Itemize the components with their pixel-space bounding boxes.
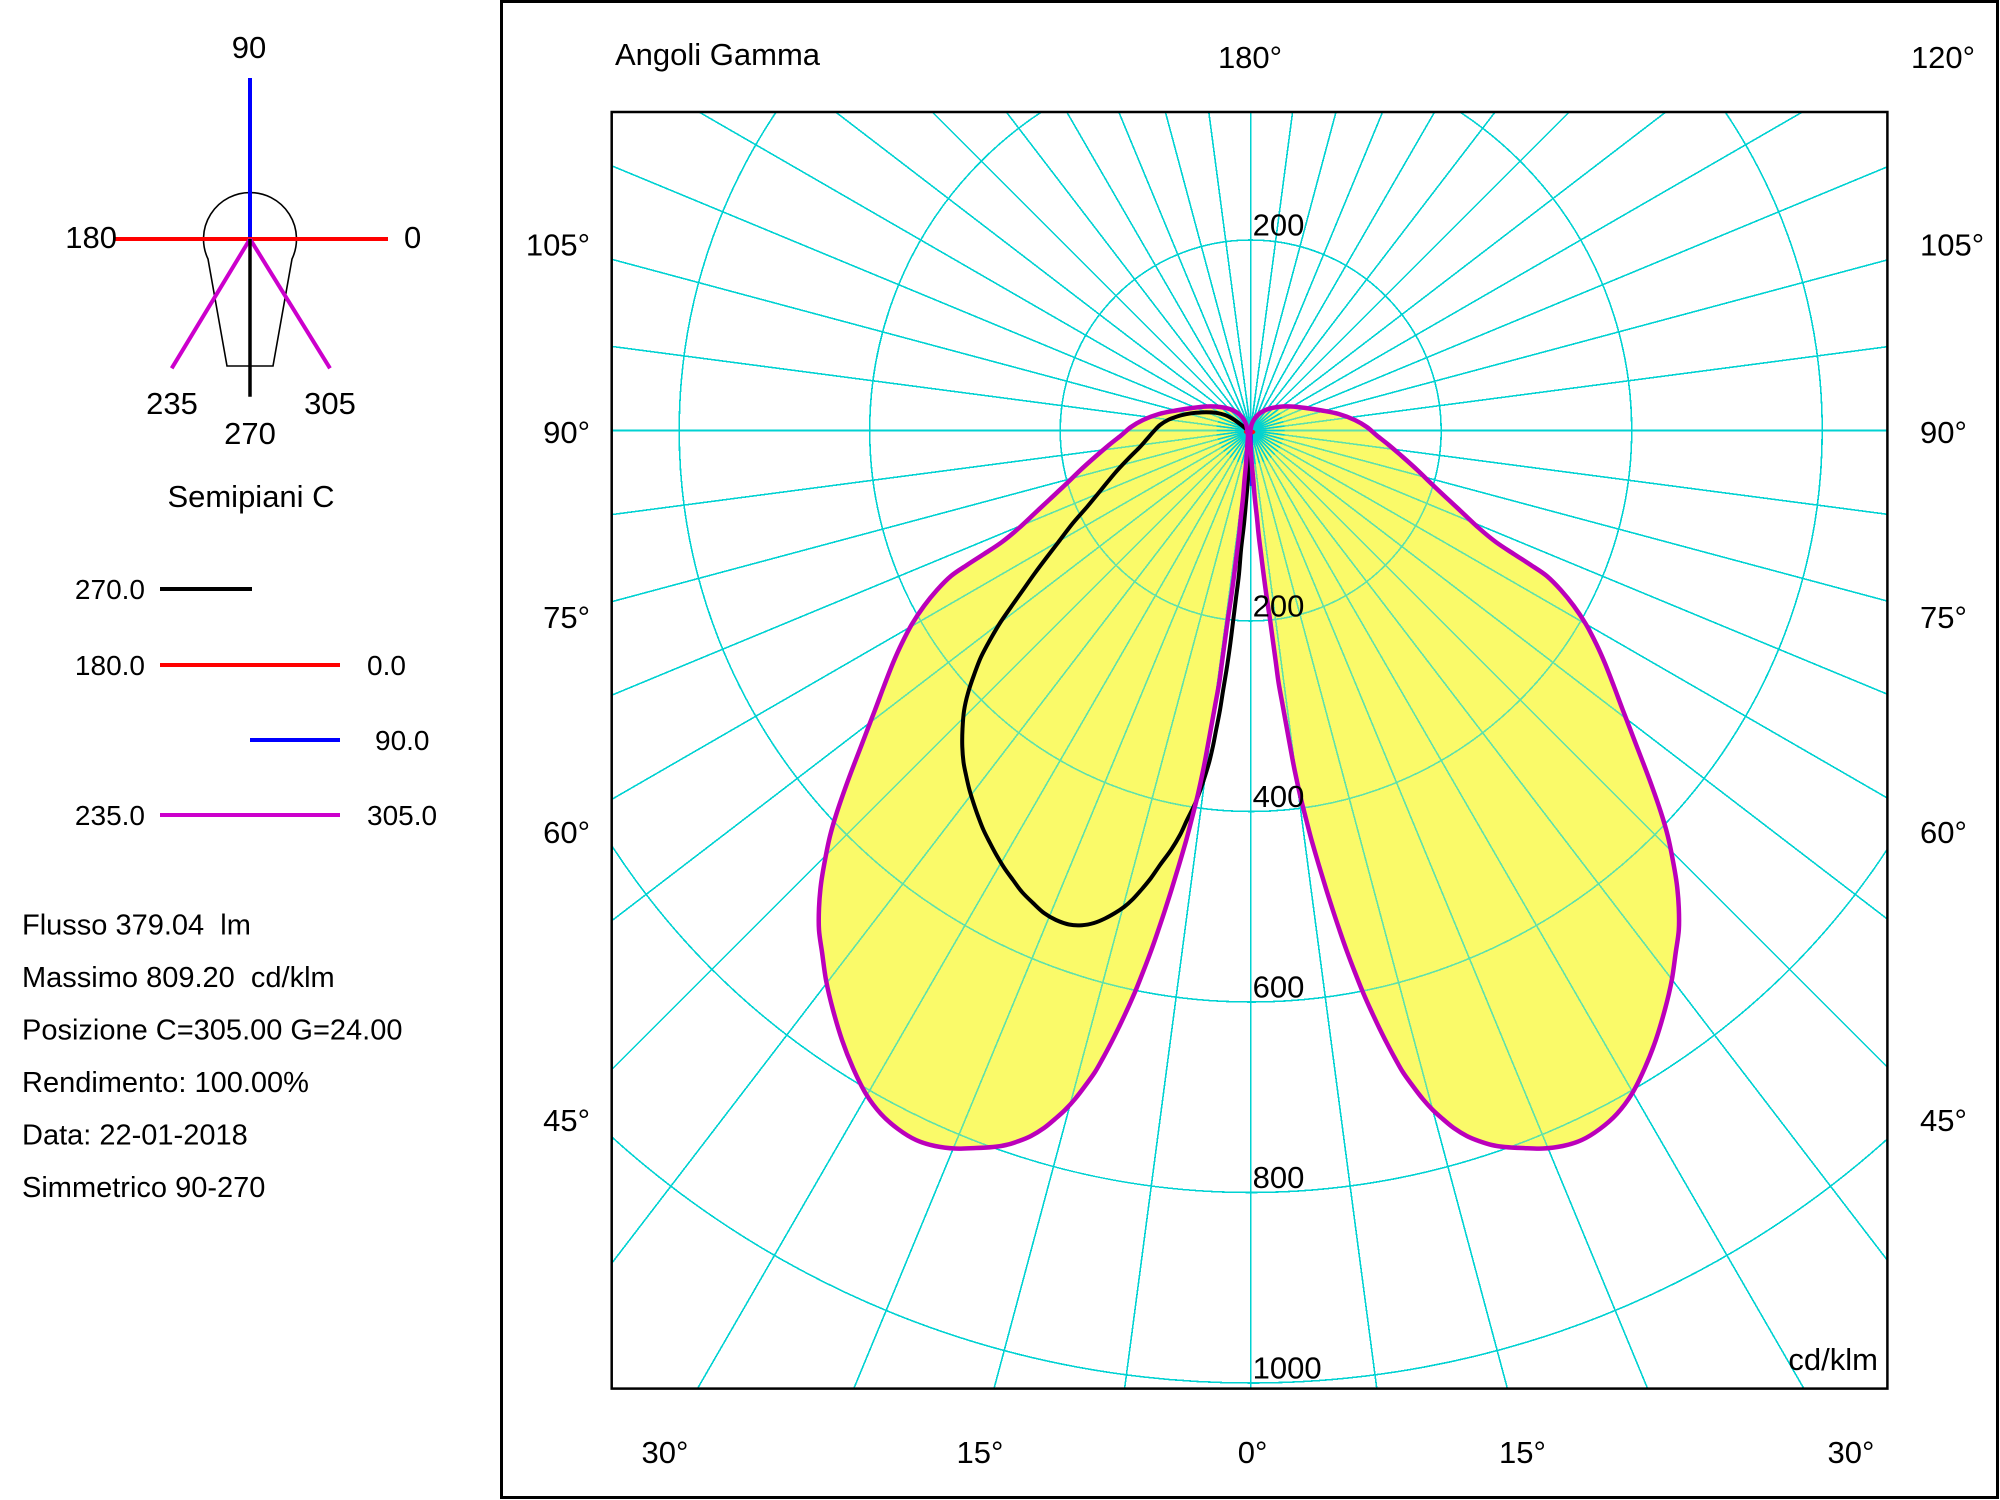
svg-text:15°: 15°	[957, 1435, 1004, 1470]
svg-text:75°: 75°	[1920, 600, 1967, 635]
svg-text:Flusso 379.04 lm: Flusso 379.04 lm	[22, 910, 251, 942]
svg-text:105°: 105°	[1920, 228, 1984, 263]
svg-text:235.0: 235.0	[75, 800, 145, 831]
svg-text:Semipiani C: Semipiani C	[167, 479, 334, 514]
svg-text:30°: 30°	[642, 1435, 689, 1470]
svg-text:90.0: 90.0	[375, 725, 430, 756]
svg-text:400: 400	[1253, 779, 1305, 814]
svg-text:305: 305	[304, 386, 356, 421]
svg-text:Rendimento: 100.00%: Rendimento: 100.00%	[22, 1067, 309, 1099]
svg-text:235: 235	[146, 386, 198, 421]
svg-text:200: 200	[1253, 208, 1305, 243]
svg-text:90: 90	[232, 30, 266, 65]
svg-text:Data: 22-01-2018: Data: 22-01-2018	[22, 1120, 248, 1152]
svg-text:Angoli Gamma: Angoli Gamma	[615, 37, 821, 72]
svg-text:0: 0	[404, 220, 421, 255]
svg-text:90°: 90°	[543, 415, 590, 450]
svg-text:cd/klm: cd/klm	[1788, 1342, 1878, 1377]
svg-text:270.0: 270.0	[75, 574, 145, 605]
svg-text:60°: 60°	[543, 815, 590, 850]
svg-text:Massimo 809.20 cd/klm: Massimo 809.20 cd/klm	[22, 962, 335, 994]
svg-text:305.0: 305.0	[367, 800, 437, 831]
svg-text:0.0: 0.0	[367, 650, 406, 681]
svg-text:75°: 75°	[543, 600, 590, 635]
svg-text:200: 200	[1253, 589, 1305, 624]
svg-text:0°: 0°	[1238, 1435, 1268, 1470]
svg-text:800: 800	[1253, 1160, 1305, 1195]
svg-text:45°: 45°	[1920, 1103, 1967, 1138]
svg-text:105°: 105°	[526, 228, 590, 263]
svg-text:120°: 120°	[1911, 40, 1975, 75]
svg-text:15°: 15°	[1499, 1435, 1546, 1470]
svg-text:270: 270	[224, 416, 276, 451]
svg-text:45°: 45°	[543, 1103, 590, 1138]
svg-text:60°: 60°	[1920, 815, 1967, 850]
svg-text:30°: 30°	[1828, 1435, 1875, 1470]
svg-text:Posizione C=305.00 G=24.00: Posizione C=305.00 G=24.00	[22, 1015, 403, 1047]
svg-text:180.0: 180.0	[75, 650, 145, 681]
svg-text:180°: 180°	[1218, 40, 1282, 75]
svg-text:180: 180	[65, 220, 117, 255]
svg-text:1000: 1000	[1253, 1351, 1322, 1386]
svg-text:Simmetrico 90-270: Simmetrico 90-270	[22, 1172, 265, 1204]
svg-text:90°: 90°	[1920, 415, 1967, 450]
svg-text:600: 600	[1253, 970, 1305, 1005]
